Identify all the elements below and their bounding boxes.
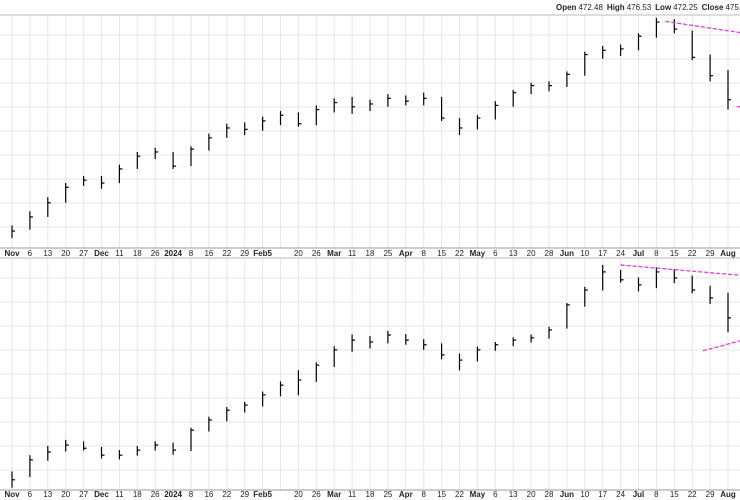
info-value: 472.25	[673, 3, 698, 12]
x-tick-label: 27	[79, 249, 88, 258]
x-tick-label: 25	[383, 249, 392, 258]
x-tick-label: 10	[580, 249, 589, 258]
x-tick-label: May	[470, 249, 486, 258]
x-tick-label: 18	[366, 490, 375, 499]
x-tick-label: 6	[493, 249, 498, 258]
info-value: 472.48	[578, 3, 603, 12]
info-label: Close	[702, 3, 724, 12]
x-tick-label: 26	[151, 249, 160, 258]
x-tick-label: 15	[437, 249, 446, 258]
x-tick-label: Feb5	[253, 490, 272, 499]
x-tick-label: Apr	[399, 249, 413, 258]
x-tick-label: 18	[133, 249, 142, 258]
x-tick-label: Nov	[4, 249, 20, 258]
x-tick-label: 6	[28, 490, 33, 499]
x-tick-label: 17	[598, 249, 607, 258]
x-tick-label: Jun	[560, 490, 574, 499]
x-tick-label: Jun	[560, 249, 574, 258]
x-tick-label: 24	[616, 249, 625, 258]
x-tick-label: 2024	[164, 490, 182, 499]
x-tick-label: 6	[28, 249, 33, 258]
x-tick-label: Feb5	[253, 249, 272, 258]
x-tick-label: 8	[421, 249, 426, 258]
x-tick-label: 15	[670, 490, 679, 499]
x-tick-label: Mar	[327, 490, 341, 499]
x-tick-label: Apr	[399, 490, 413, 499]
x-tick-label: Aug	[720, 249, 736, 258]
x-tick-label: 11	[348, 249, 357, 258]
x-tick-label: 29	[706, 249, 715, 258]
x-tick-label: 20	[61, 490, 70, 499]
x-tick-label: 13	[43, 490, 52, 499]
x-tick-label: 20	[294, 249, 303, 258]
trendline	[665, 20, 740, 34]
x-tick-label: 8	[421, 490, 426, 499]
trendline	[702, 340, 740, 352]
x-tick-label: Dec	[94, 490, 109, 499]
x-tick-label: 27	[79, 490, 88, 499]
x-tick-label: 20	[527, 249, 536, 258]
x-tick-label: Mar	[327, 249, 341, 258]
trendline	[620, 264, 740, 276]
x-tick-label: 16	[204, 249, 213, 258]
x-tick-label: 8	[189, 490, 194, 499]
x-tick-label: 11	[348, 490, 357, 499]
info-value: 476.53	[627, 3, 652, 12]
x-tick-label: 22	[222, 249, 231, 258]
panel: Nov 6 13 20 27 Dec 11 18 26 2024 8 16 22 29 Feb5 20 26 Ma…	[0, 3, 740, 258]
x-tick-label: 26	[312, 249, 321, 258]
x-tick-label: 28	[545, 490, 554, 499]
x-tick-label: 24	[616, 490, 625, 499]
x-tick-label: 15	[437, 490, 446, 499]
x-tick-label: 22	[688, 249, 697, 258]
x-tick-label: 25	[383, 490, 392, 499]
x-tick-label: 13	[43, 249, 52, 258]
info-label: Low	[655, 3, 672, 12]
x-tick-label: 11	[115, 249, 124, 258]
info-value: 475.34	[725, 3, 740, 12]
x-tick-label: 29	[240, 490, 249, 499]
x-tick-label: 8	[189, 249, 194, 258]
x-tick-label: Jul	[633, 249, 645, 258]
panel: Nov 6 13 20 27 Dec 11 18 26 2024 8 16 22 29 Feb5 20 26 Ma…	[0, 257, 740, 499]
info-label: Open	[556, 3, 577, 12]
x-tick-label: 15	[670, 249, 679, 258]
x-tick-label: May	[470, 490, 486, 499]
x-tick-label: 29	[240, 249, 249, 258]
x-tick-label: 16	[204, 490, 213, 499]
x-tick-label: Jul	[633, 490, 645, 499]
x-tick-label: 13	[509, 249, 518, 258]
x-tick-label: 13	[509, 490, 518, 499]
x-tick-label: 26	[312, 490, 321, 499]
info-label: High	[607, 3, 625, 12]
x-tick-label: Dec	[94, 249, 109, 258]
x-tick-label: 20	[527, 490, 536, 499]
x-tick-label: 22	[688, 490, 697, 499]
x-tick-label: 20	[61, 249, 70, 258]
x-tick-label: 18	[133, 490, 142, 499]
x-tick-label: 6	[493, 490, 498, 499]
x-tick-label: 10	[580, 490, 589, 499]
x-tick-label: 2024	[164, 249, 182, 258]
x-tick-label: 22	[222, 490, 231, 499]
x-tick-label: 26	[151, 490, 160, 499]
x-tick-label: 8	[654, 490, 659, 499]
x-tick-label: Nov	[4, 490, 20, 499]
x-tick-label: 29	[706, 490, 715, 499]
x-tick-label: 22	[455, 490, 464, 499]
x-tick-label: 11	[115, 490, 124, 499]
x-tick-label: 8	[654, 249, 659, 258]
x-tick-label: 17	[598, 490, 607, 499]
x-tick-label: 28	[545, 249, 554, 258]
x-tick-label: Aug	[720, 490, 736, 499]
x-tick-label: 22	[455, 249, 464, 258]
x-tick-label: 20	[294, 490, 303, 499]
x-tick-label: 18	[366, 249, 375, 258]
